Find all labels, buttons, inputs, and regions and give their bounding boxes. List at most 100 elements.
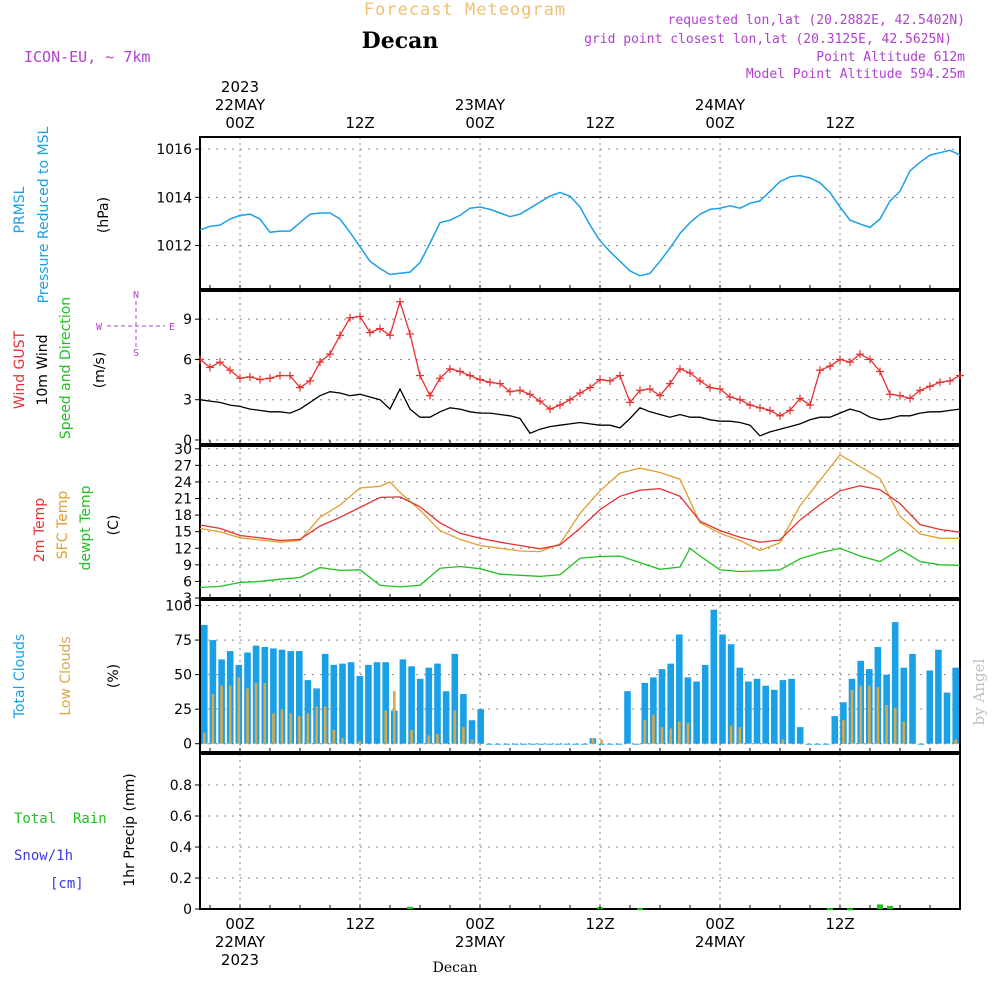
gust-marker <box>916 386 924 395</box>
gust-marker <box>446 364 454 373</box>
total-cloud-bar <box>304 680 312 744</box>
total-cloud-bar <box>347 662 355 744</box>
clouds-ylabel-group: Total Clouds Low Clouds (%) <box>12 634 122 719</box>
gust-marker <box>306 376 314 385</box>
gust-marker <box>416 371 424 380</box>
bottom-time-label: 24MAY <box>695 933 746 951</box>
gust-marker <box>626 398 634 407</box>
precip-legend-cm: [cm] <box>50 876 84 892</box>
top-time-label: 00Z <box>465 114 494 132</box>
gust-marker <box>476 375 484 384</box>
low-cloud-bar <box>358 740 362 744</box>
gust-marker <box>496 379 504 388</box>
wind-ylabel-gust: Wind GUST <box>12 330 28 409</box>
total-cloud-bar <box>909 653 916 744</box>
pressure-unit: (hPa) <box>96 197 112 233</box>
gust-marker <box>836 355 844 364</box>
bottom-time-label: 12Z <box>825 915 854 933</box>
y-tick-label: 0 <box>183 433 192 449</box>
wind-unit: (m/s) <box>92 352 108 389</box>
gust-marker <box>336 331 344 340</box>
total-cloud-bar <box>606 743 614 745</box>
top-time-label: 23MAY <box>455 96 506 114</box>
gust-marker <box>856 350 864 359</box>
gust-marker <box>696 376 704 385</box>
gust-marker <box>356 312 364 321</box>
requested-coords: requested lon,lat (20.2882E, 42.5402N) <box>668 13 965 28</box>
y-tick-label: 21 <box>174 492 192 508</box>
gust-marker <box>226 366 234 375</box>
low-cloud-bar <box>868 685 871 744</box>
clouds-panel-frame <box>199 599 961 753</box>
grid-layer <box>200 137 960 910</box>
rain-bar <box>877 904 883 909</box>
pressure-ylabel-prmsl: PRMSL <box>12 186 28 233</box>
pressure-line <box>199 149 961 277</box>
total-cloud-bar <box>676 634 683 744</box>
gust-marker <box>826 362 834 371</box>
y-tick-label: 12 <box>174 541 192 557</box>
gust-marker <box>386 331 394 340</box>
temp-ylabel-dew: dewpt Temp <box>78 485 94 570</box>
total-cloud-bar <box>201 624 208 744</box>
gust-marker <box>906 394 914 403</box>
total-cloud-bar <box>356 676 364 744</box>
total-cloud-bar <box>451 653 459 744</box>
gust-marker <box>676 364 684 373</box>
total-cloud-bar <box>943 692 951 744</box>
gust-marker <box>816 366 824 375</box>
precip-ylabel-group: 1hr Precip (mm) Total Rain Snow/1h [cm] <box>14 773 138 892</box>
axis-labels: 1012101410160369369121518212427300255075… <box>156 78 961 969</box>
wind-panel-frame <box>199 290 961 445</box>
y-tick-label: 0.8 <box>170 778 192 794</box>
total-cloud-bar <box>814 743 821 745</box>
total-cloud-bar <box>952 667 959 744</box>
gust-marker <box>376 324 384 333</box>
gust-marker <box>426 391 434 400</box>
total-cloud-bar <box>503 743 510 745</box>
gust-marker <box>686 368 694 377</box>
gust-marker <box>286 371 294 380</box>
pressure-ylabel-desc: Pressure Reduced to MSL <box>36 126 52 303</box>
gust-marker <box>786 406 794 415</box>
point-altitude: Point Altitude 612m <box>816 50 965 65</box>
total-cloud-bar <box>365 664 372 744</box>
total-cloud-bar <box>339 663 346 744</box>
gust-marker <box>266 374 274 383</box>
y-tick-label: 6 <box>183 352 192 368</box>
gust-marker <box>396 297 404 306</box>
low-cloud-bar <box>263 682 267 744</box>
low-cloud-bar <box>306 713 310 744</box>
total-cloud-bar <box>710 609 718 744</box>
y-tick-label: 30 <box>174 442 192 458</box>
wind-ylabel-group: Wind GUST 10m Wind Speed and Direction (… <box>12 290 175 439</box>
total-cloud-bar <box>511 743 519 745</box>
gust-marker <box>206 363 214 372</box>
gust-marker <box>666 379 674 388</box>
low-cloud-bar <box>885 705 888 744</box>
top-time-label: 2023 <box>221 78 259 96</box>
total-cloud-bar <box>270 648 277 744</box>
total-cloud-bar <box>632 743 640 745</box>
total-cloud-bar <box>719 634 726 744</box>
low-cloud-bar <box>453 710 457 744</box>
total-cloud-bar <box>762 685 769 744</box>
low-cloud-bar <box>246 688 249 744</box>
sfc-temp-line <box>199 453 960 553</box>
low-cloud-bar <box>893 707 897 744</box>
bottom-time-label: 00Z <box>225 915 254 933</box>
y-tick-label: 25 <box>174 702 192 718</box>
total-cloud-bar <box>693 681 700 744</box>
low-cloud-bar <box>323 706 327 744</box>
low-cloud-bar <box>686 723 690 744</box>
total-cloud-bar <box>434 663 441 744</box>
gust-marker <box>536 397 544 406</box>
low-cloud-bar <box>470 739 474 744</box>
low-cloud-bar <box>254 682 258 744</box>
total-cloud-bar <box>891 622 899 744</box>
compass-east: E <box>169 322 175 333</box>
temp-unit: (C) <box>106 515 122 536</box>
bottom-time-label: 2023 <box>221 951 259 969</box>
gust-marker <box>606 376 614 385</box>
gust-marker <box>866 355 874 364</box>
